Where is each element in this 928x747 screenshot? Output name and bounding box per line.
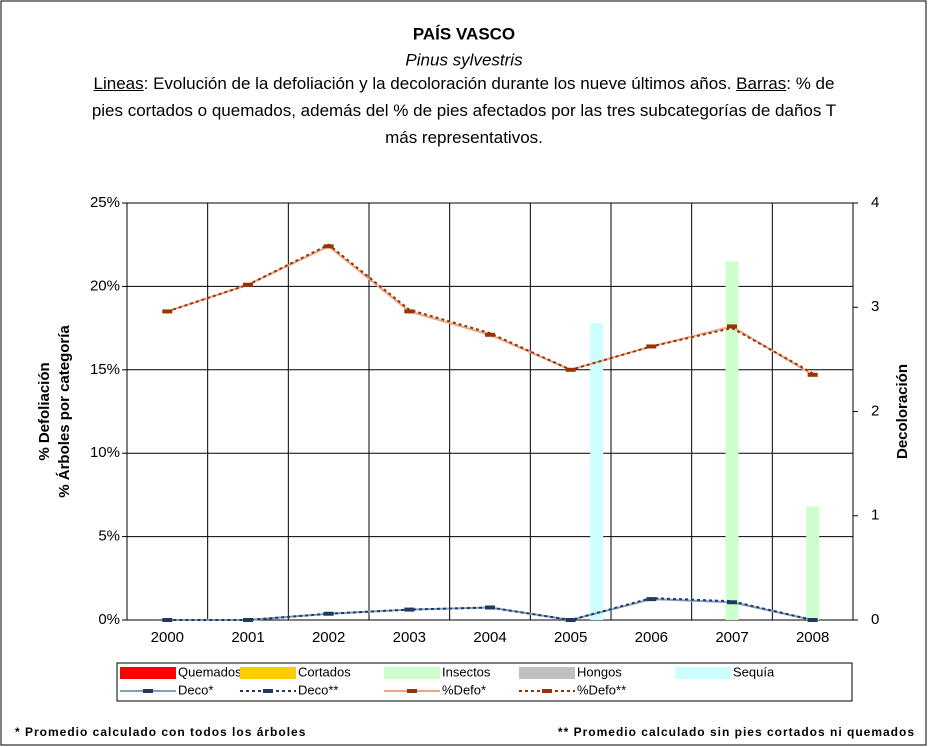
legend-swatch: [519, 667, 575, 679]
legend-label: Insectos: [442, 664, 491, 679]
y-tick-label: 0%: [98, 611, 120, 628]
legend-label: %Defo*: [442, 682, 486, 697]
x-tick-label: 2003: [393, 629, 426, 646]
y2-tick-label: 2: [871, 402, 879, 419]
y2-axis-label: Decoloración: [894, 364, 911, 459]
y-axis-label-line: % Árboles por categoría: [56, 325, 73, 498]
line: [167, 597, 813, 622]
plot-frame: [126, 202, 854, 621]
description-text: : Evolución de la defoliación y la decol…: [143, 74, 737, 93]
marker: [485, 605, 495, 610]
marker: [727, 600, 737, 605]
x-tick-label: 2002: [312, 629, 345, 646]
legend-marker: [263, 689, 273, 693]
line: [167, 243, 814, 375]
x-tick-label: 2000: [151, 629, 184, 646]
x-tick-label: 2007: [715, 629, 748, 646]
legend-swatch: [240, 667, 296, 679]
legend-label: Sequía: [733, 664, 775, 679]
x-tick-label: 2006: [635, 629, 668, 646]
y2-tick-label: 1: [871, 507, 879, 524]
y-axis-label-line: % Defoliación: [36, 362, 53, 460]
legend-marker: [542, 689, 552, 693]
legend-marker: [143, 689, 153, 693]
footnote: ** Promedio calculado sin pies cortados …: [558, 725, 915, 739]
marker: [485, 332, 495, 337]
chart-subtitle: Pinus sylvestris: [405, 50, 523, 69]
x-tick-label: 2004: [473, 629, 506, 646]
legend-label: Quemados: [178, 664, 242, 679]
marker: [323, 611, 334, 616]
bar: [725, 261, 739, 620]
y-tick-label: 20%: [90, 277, 120, 294]
x-tick-label: 2001: [231, 629, 264, 646]
legend-label: %Defo**: [577, 682, 626, 697]
x-tick-label: 2008: [796, 629, 829, 646]
marker: [807, 618, 818, 622]
legend-swatch: [120, 667, 176, 679]
marker: [727, 324, 737, 329]
y-tick-label: 25%: [90, 194, 120, 211]
chart-title: PAÍS VASCO: [413, 24, 515, 43]
legend-label: Deco*: [178, 682, 213, 697]
description-label: Lineas: [93, 74, 144, 93]
description: Lineas: Evolución de la defoliación y la…: [90, 70, 838, 151]
legend-marker: [407, 689, 417, 693]
marker: [323, 244, 334, 249]
y-tick-label: 5%: [98, 528, 120, 545]
description-text: : % de pies cortados o quemados, además …: [91, 74, 837, 147]
y-tick-label: 15%: [90, 361, 120, 378]
legend-swatch: [384, 667, 440, 679]
marker: [646, 597, 657, 602]
marker: [404, 309, 415, 314]
y2-tick-label: 3: [871, 298, 879, 315]
legend-label: Cortados: [298, 664, 351, 679]
footnote: * Promedio calculado con todos los árbol…: [15, 725, 306, 739]
description-label: Barras: [736, 74, 787, 93]
y-tick-label: 10%: [90, 444, 120, 461]
bar: [590, 323, 604, 620]
bar: [806, 506, 820, 620]
plot-area: [127, 203, 853, 620]
marker: [807, 372, 818, 377]
legend-label: Hongos: [577, 664, 622, 679]
x-tick-label: 2005: [554, 629, 587, 646]
y2-tick-label: 0: [871, 611, 879, 628]
legend-label: Deco**: [298, 682, 338, 697]
y-axis-label: % Defoliación% Árboles por categoría: [36, 325, 73, 498]
y2-tick-label: 4: [871, 194, 879, 211]
legend-swatch: [675, 667, 731, 679]
